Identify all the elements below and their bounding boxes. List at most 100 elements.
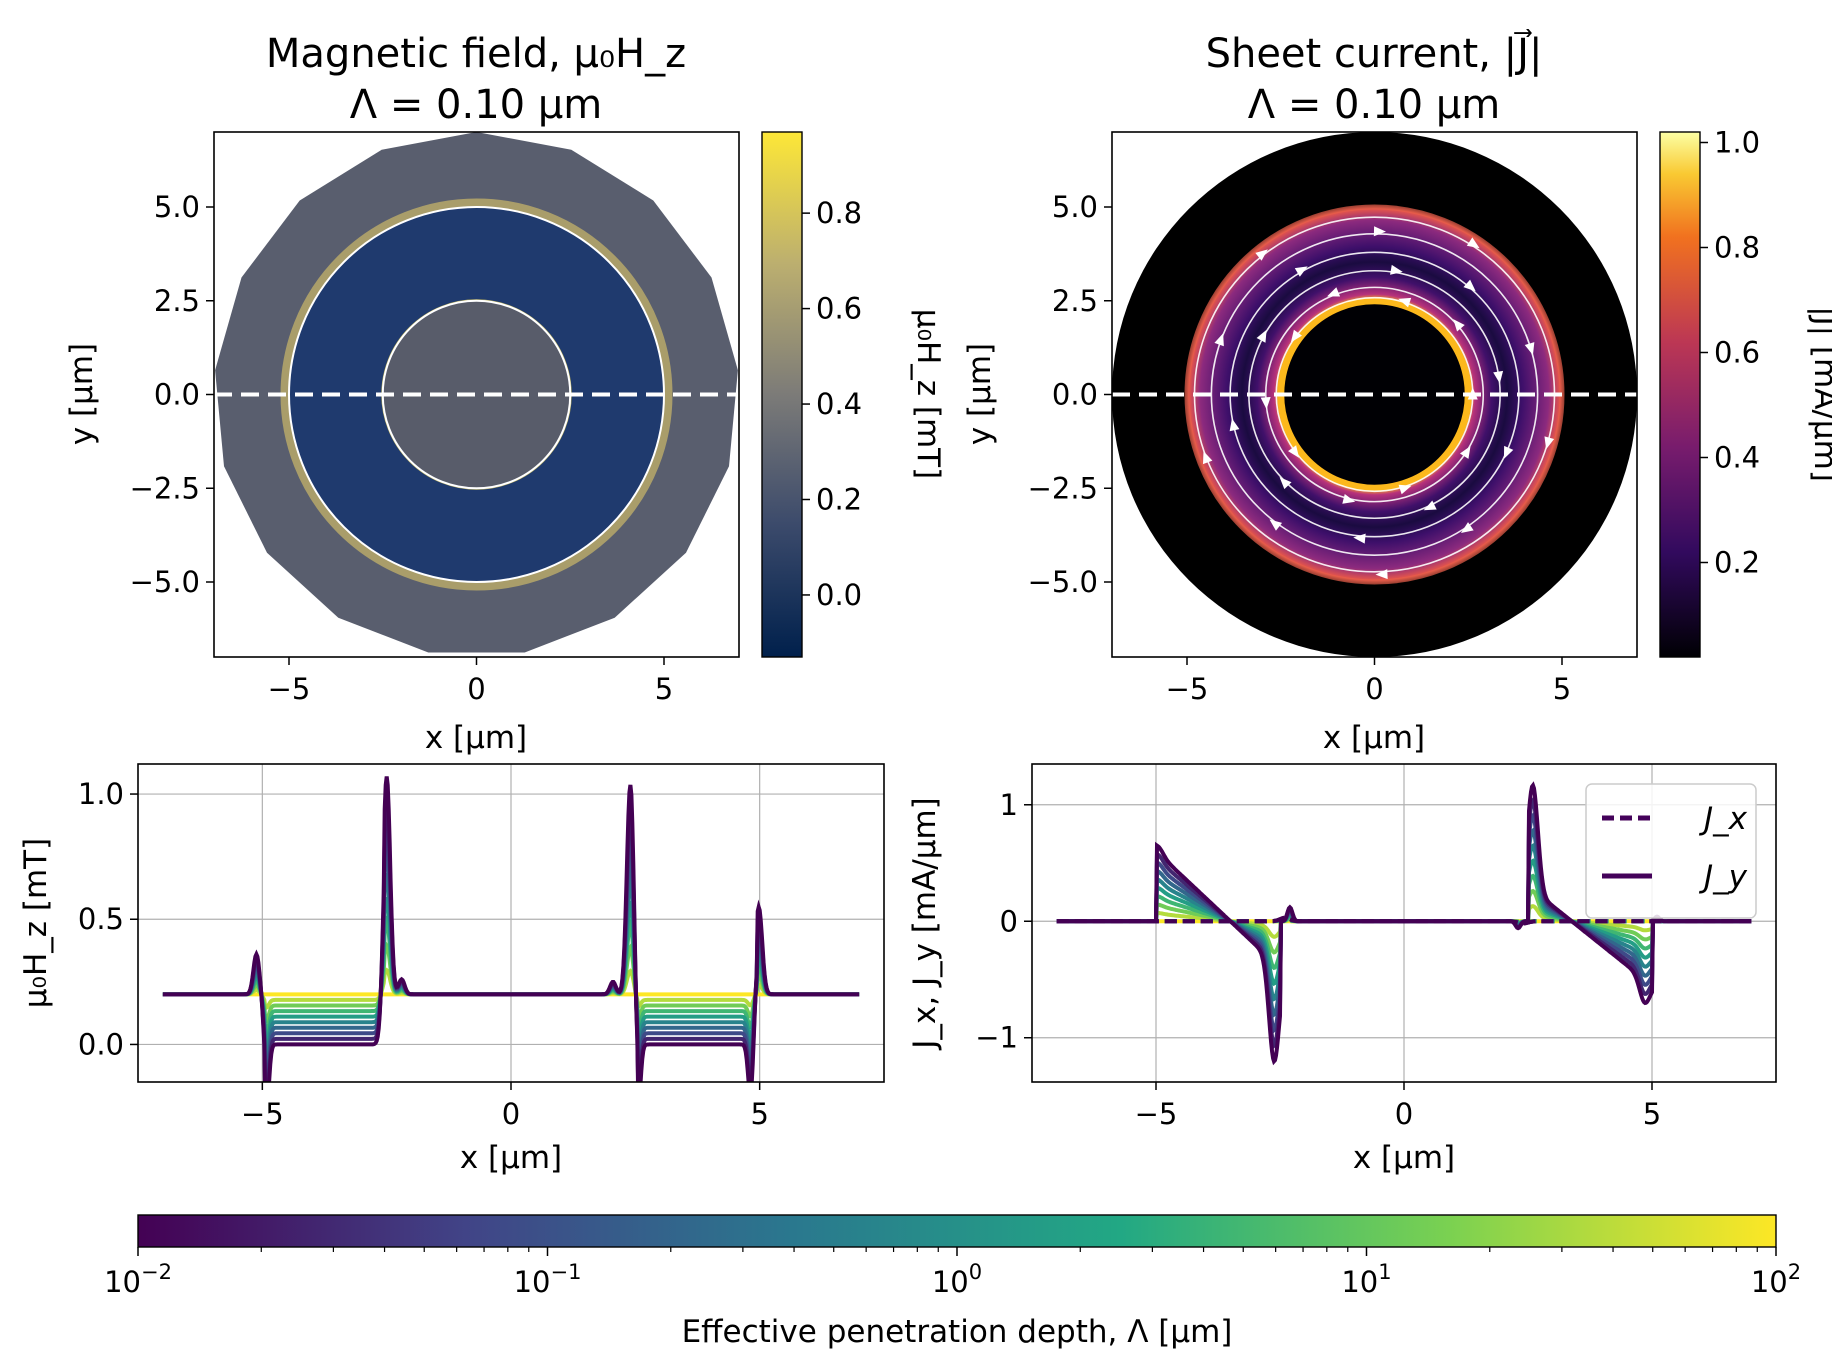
streamline bbox=[1264, 286, 1485, 503]
streamline-arrow bbox=[1294, 266, 1308, 277]
streamline-arrow bbox=[1269, 519, 1283, 531]
current-linecut-panel: −5 0 510−1 x [μm] J_x, J_y [mA/µm] J_x J_y bbox=[907, 763, 1777, 1176]
current-linecut-legend: J_x J_y bbox=[1585, 783, 1757, 919]
magnetic-field-colorbar-label: μ₀H_z [mT] bbox=[910, 309, 946, 479]
x-tick-label: 0 bbox=[502, 1097, 520, 1131]
streamline-arrow bbox=[1342, 494, 1356, 504]
streamline-arrow bbox=[1453, 319, 1465, 332]
streamline-arrow bbox=[1279, 477, 1292, 490]
streamline-arrow bbox=[1288, 445, 1300, 458]
colorbar-tick-label: 0.6 bbox=[816, 292, 862, 326]
colorbar-tick-label: 102 bbox=[1751, 1260, 1801, 1299]
colorbar-tick-label: 0.8 bbox=[1714, 231, 1760, 265]
sheet-current-title: Sheet current, |J⃗| bbox=[1206, 29, 1543, 77]
sheet-current-map bbox=[1112, 132, 1637, 657]
streamline-arrow bbox=[1256, 329, 1267, 343]
penetration-depth-label: Effective penetration depth, Λ [µm] bbox=[682, 1314, 1233, 1350]
y-tick-label: 0 bbox=[1000, 904, 1018, 938]
colorbar-tick-label: 0.2 bbox=[1714, 546, 1760, 580]
colorbar-tick-label: 101 bbox=[1341, 1260, 1391, 1299]
streamline-arrow bbox=[1214, 333, 1224, 347]
x-tick-label: −5 bbox=[268, 672, 311, 706]
streamline-arrow bbox=[1398, 297, 1412, 308]
magnetic-field-title: Magnetic field, μ₀H_z bbox=[266, 31, 686, 77]
field-linecut-grid bbox=[138, 764, 884, 1082]
streamline-arrow bbox=[1229, 418, 1240, 432]
streamline-arrow bbox=[1327, 287, 1341, 297]
hole-region bbox=[382, 300, 571, 489]
colorbar-tick-label: 0.4 bbox=[1714, 441, 1760, 475]
x-tick-label: 5 bbox=[655, 672, 673, 706]
field-linecut-panel: −5 0 5 1.0 0.5 0.0 x [μm] μ₀H_z [mT] bbox=[18, 763, 885, 1176]
field-linecut-series-1 bbox=[162, 776, 860, 1082]
y-tick-label: 1 bbox=[1000, 788, 1018, 822]
penetration-depth-colorbar-ticks: 10−2 10−1 100 101 102 bbox=[104, 1247, 1801, 1299]
streamline-arrow bbox=[1203, 451, 1213, 465]
magnetic-field-ylabel: y [µm] bbox=[64, 343, 100, 445]
magnetic-field-axes: −5 0 5 5.0 2.5 0.0 −2.5 −5.0 bbox=[130, 190, 674, 706]
streamline-arrow bbox=[1255, 249, 1268, 261]
colorbar-tick-label: 0.4 bbox=[816, 387, 862, 421]
y-tick-label: −2.5 bbox=[130, 471, 200, 505]
streamline-arrow bbox=[1375, 569, 1388, 580]
streamline-arrow bbox=[1398, 484, 1412, 495]
streamline-arrow bbox=[1423, 500, 1437, 511]
x-tick-label: −5 bbox=[241, 1097, 284, 1131]
jy-series-1 bbox=[1056, 781, 1752, 1066]
y-tick-label: 5.0 bbox=[1052, 190, 1098, 224]
streamline-arrow bbox=[1260, 396, 1271, 410]
legend-jy-label: J_y bbox=[1698, 859, 1748, 895]
magnetic-field-map bbox=[214, 132, 739, 653]
sheet-current-panel: Sheet current, |J⃗| Λ = 0.10 μm −5 0 5 5.0 2… bbox=[962, 29, 1832, 756]
y-tick-label: 0.0 bbox=[154, 378, 200, 412]
y-tick-label: 0.0 bbox=[1052, 378, 1098, 412]
colorbar-tick-label: 100 bbox=[932, 1260, 982, 1299]
streamline-arrow bbox=[1373, 226, 1386, 237]
x-tick-label: 5 bbox=[1643, 1097, 1661, 1131]
colorbar-tick-label: 1.0 bbox=[1714, 126, 1760, 160]
x-tick-label: 0 bbox=[1365, 672, 1383, 706]
streamline-arrow bbox=[1503, 445, 1514, 459]
colorbar-tick-label: 0.0 bbox=[816, 578, 862, 612]
streamline-arrow bbox=[1353, 533, 1366, 544]
current-linecut-series bbox=[1056, 781, 1752, 1066]
sheet-current-subtitle: Λ = 0.10 μm bbox=[1248, 82, 1501, 128]
y-tick-label: 2.5 bbox=[154, 284, 200, 318]
y-tick-label: 5.0 bbox=[154, 190, 200, 224]
streamline-arrow bbox=[1390, 264, 1403, 275]
y-tick-label: 1.0 bbox=[78, 777, 124, 811]
penetration-depth-colorbar bbox=[137, 1214, 1777, 1248]
streamline-arrow bbox=[1460, 522, 1474, 534]
streamline-arrow bbox=[1463, 279, 1476, 292]
colorbar-tick-label: 10−1 bbox=[514, 1260, 582, 1299]
sheet-current-xlabel: x [µm] bbox=[1323, 720, 1425, 756]
magnetic-field-panel: Magnetic field, μ₀H_z Λ = 0.10 μm −5 0 5 5.… bbox=[64, 31, 946, 756]
streamline-arrow bbox=[1493, 370, 1504, 384]
magnetic-field-colorbar-ticks: 0.8 0.6 0.4 0.2 0.0 bbox=[802, 196, 862, 612]
magnetic-field-colorbar bbox=[761, 131, 803, 658]
y-tick-label: −5.0 bbox=[1028, 565, 1098, 599]
y-tick-label: 0.5 bbox=[78, 902, 124, 936]
sheet-current-colorbar-label: |J⃗| [mA/µm] bbox=[1807, 306, 1832, 482]
y-tick-label: −1 bbox=[975, 1021, 1018, 1055]
field-linecut-xlabel: x [μm] bbox=[460, 1140, 562, 1176]
sheet-current-colorbar-ticks: 1.0 0.8 0.6 0.4 0.2 bbox=[1700, 126, 1760, 580]
colorbar-tick-label: 0.8 bbox=[816, 196, 862, 230]
field-linecut-ylabel: μ₀H_z [mT] bbox=[18, 838, 54, 1008]
penetration-depth-colorbar-panel: 10−2 10−1 100 101 102 Effective penetration … bbox=[104, 1214, 1801, 1350]
y-tick-label: −5.0 bbox=[130, 565, 200, 599]
streamline-arrow bbox=[1459, 446, 1471, 459]
magnetic-field-subtitle: Λ = 0.10 μm bbox=[350, 82, 603, 128]
y-tick-label: 0.0 bbox=[78, 1027, 124, 1061]
x-tick-label: 5 bbox=[750, 1097, 768, 1131]
legend-jx-label: J_x bbox=[1698, 801, 1748, 837]
current-linecut-xlabel: x [μm] bbox=[1353, 1140, 1455, 1176]
sheet-current-colorbar bbox=[1659, 131, 1701, 658]
magnetic-field-xlabel: x [µm] bbox=[425, 720, 527, 756]
hole-region bbox=[1285, 305, 1464, 484]
x-tick-label: −5 bbox=[1166, 672, 1209, 706]
sheet-current-ylabel: y [µm] bbox=[962, 343, 998, 445]
field-linecut-series bbox=[162, 776, 860, 1082]
current-linecut-axes: −5 0 510−1 bbox=[975, 788, 1661, 1131]
